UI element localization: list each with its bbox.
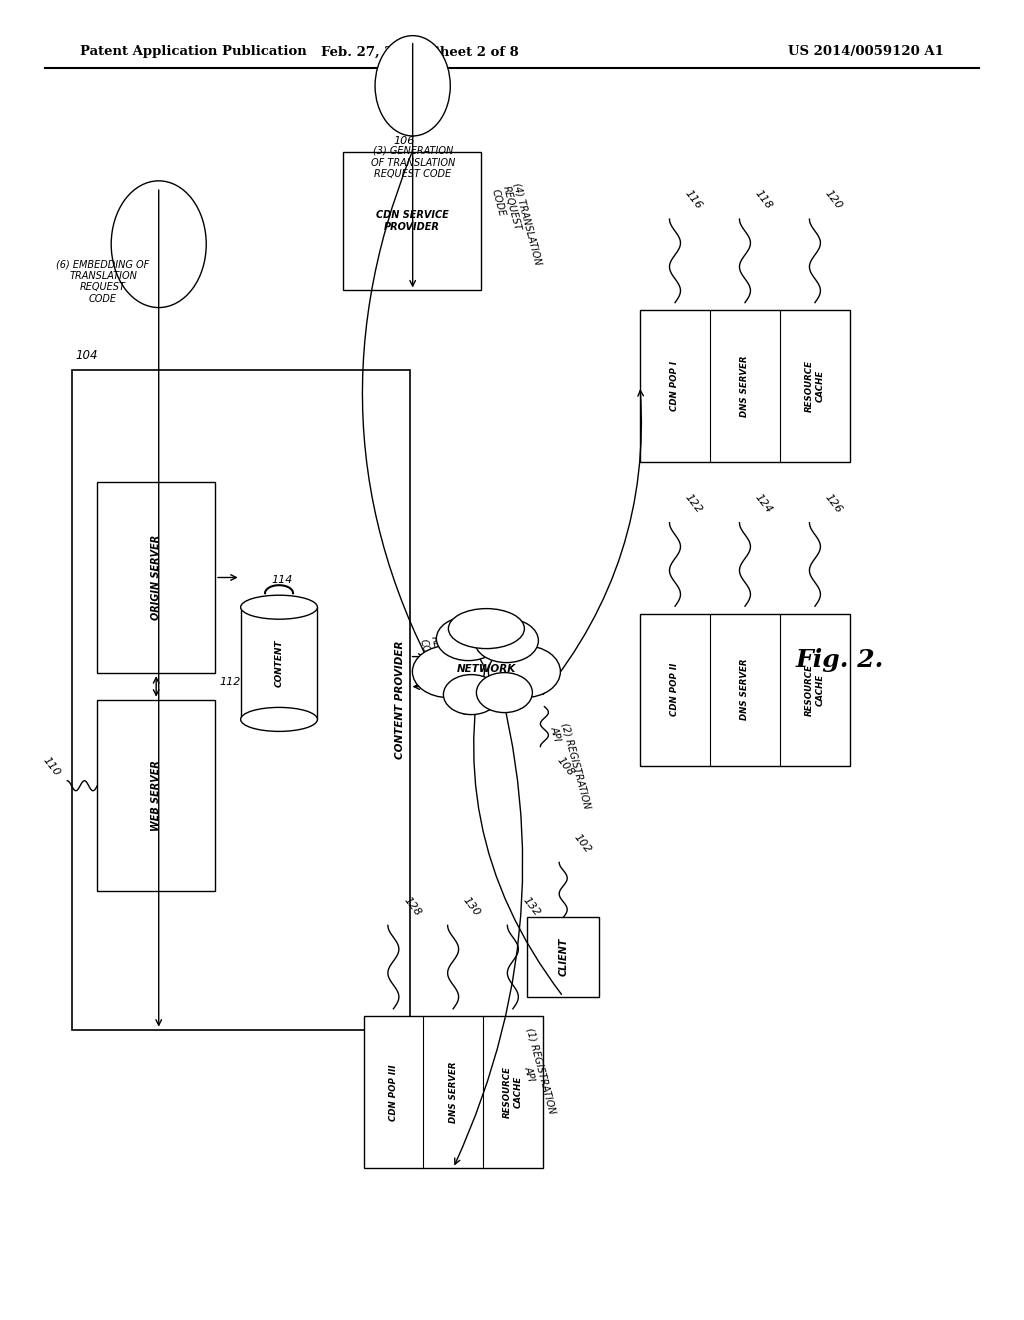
Text: RESOURCE
CACHE: RESOURCE CACHE [805, 664, 824, 715]
Text: CONTENT PROVIDER: CONTENT PROVIDER [394, 640, 404, 759]
Text: RESOURCE
CACHE: RESOURCE CACHE [805, 360, 824, 412]
Bar [241, 607, 317, 719]
Bar [640, 310, 850, 462]
Bar [97, 482, 215, 673]
Text: 126: 126 [823, 492, 844, 515]
Text: 106: 106 [393, 136, 415, 145]
Text: DNS SERVER: DNS SERVER [740, 659, 750, 721]
Text: (4) TRANSLATION
REQUEST
CODE: (4) TRANSLATION REQUEST CODE [489, 182, 544, 272]
Ellipse shape [241, 595, 317, 619]
Text: Feb. 27, 2014  Sheet 2 of 8: Feb. 27, 2014 Sheet 2 of 8 [322, 45, 519, 58]
Text: 132: 132 [521, 895, 542, 917]
Text: CDN POP II: CDN POP II [671, 663, 680, 717]
Ellipse shape [112, 181, 206, 308]
Text: CDN SERVICE
PROVIDER: CDN SERVICE PROVIDER [376, 210, 449, 232]
Text: ORIGIN SERVER: ORIGIN SERVER [152, 535, 161, 620]
Text: (5) TRANSLATION
REQUEST
CODE: (5) TRANSLATION REQUEST CODE [418, 631, 472, 722]
Ellipse shape [241, 708, 317, 731]
Ellipse shape [488, 645, 560, 697]
Bar [640, 614, 850, 766]
Text: RESOURCE
CACHE: RESOURCE CACHE [503, 1067, 522, 1118]
Text: CONTENT: CONTENT [274, 639, 284, 688]
Text: CLIENT: CLIENT [558, 937, 568, 977]
Ellipse shape [474, 619, 539, 663]
Text: 124: 124 [753, 492, 774, 515]
Text: DNS SERVER: DNS SERVER [740, 355, 750, 417]
Ellipse shape [375, 36, 451, 136]
Ellipse shape [431, 627, 542, 706]
Text: DNS SERVER: DNS SERVER [449, 1061, 458, 1123]
Ellipse shape [443, 675, 500, 714]
Bar [343, 152, 481, 290]
Text: US 2014/0059120 A1: US 2014/0059120 A1 [788, 45, 944, 58]
Text: (3) GENERATION
OF TRANSLATION
REQUEST CODE: (3) GENERATION OF TRANSLATION REQUEST CO… [371, 147, 455, 180]
Text: 128: 128 [401, 895, 423, 917]
Text: Patent Application Publication: Patent Application Publication [80, 45, 307, 58]
Text: 118: 118 [753, 189, 774, 211]
Text: (1) REGISTRATION
API: (1) REGISTRATION API [513, 1027, 557, 1118]
Text: 102: 102 [572, 833, 593, 855]
Ellipse shape [413, 645, 484, 697]
Bar [72, 370, 410, 1030]
Ellipse shape [476, 673, 532, 713]
Bar [527, 917, 599, 997]
Text: (6) EMBEDDING OF
TRANSLATION
REQUEST
CODE: (6) EMBEDDING OF TRANSLATION REQUEST COD… [56, 259, 150, 304]
Text: WEB SERVER: WEB SERVER [152, 760, 161, 830]
Text: 114: 114 [271, 576, 293, 585]
Ellipse shape [449, 609, 524, 648]
Text: 108: 108 [554, 755, 575, 777]
Text: 122: 122 [683, 492, 705, 515]
Bar [97, 700, 215, 891]
Bar [364, 1016, 543, 1168]
Ellipse shape [436, 616, 501, 660]
Text: CDN POP I: CDN POP I [671, 362, 680, 411]
Text: 104: 104 [76, 348, 98, 362]
Text: 112: 112 [219, 677, 241, 688]
Text: Fig. 2.: Fig. 2. [796, 648, 884, 672]
Text: NETWORK: NETWORK [457, 664, 516, 673]
Text: 130: 130 [461, 895, 482, 917]
Text: (2) REGISTRATION
API: (2) REGISTRATION API [549, 722, 592, 813]
Text: CDN POP III: CDN POP III [389, 1064, 398, 1121]
Text: 116: 116 [683, 189, 705, 211]
Text: 120: 120 [823, 189, 844, 211]
Text: 110: 110 [41, 755, 62, 777]
